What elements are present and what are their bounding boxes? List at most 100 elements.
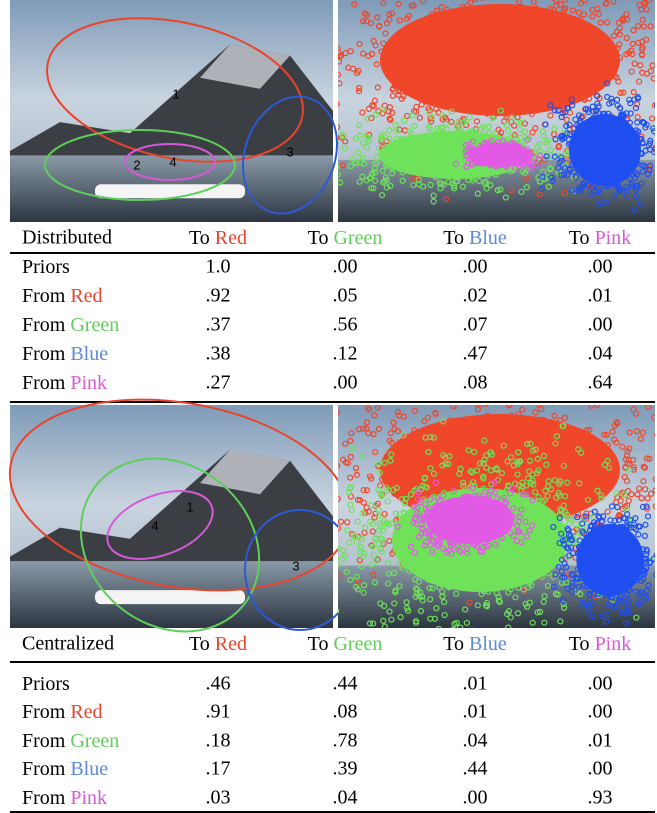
table-cell: .37	[206, 314, 231, 336]
row-word: Pink	[70, 372, 107, 394]
scatter-dot	[636, 355, 641, 360]
table-cell: .18	[206, 730, 231, 752]
scatter-dot	[584, 395, 589, 400]
column-header: ToRed	[189, 633, 247, 655]
header-prefix: To	[569, 227, 590, 249]
scatter-dot	[546, 354, 551, 359]
scatter-dot	[398, 650, 403, 655]
scatter-dot	[621, 347, 626, 352]
scatter-dot	[490, 360, 495, 365]
table-cell: .46	[206, 673, 231, 695]
table-cell: .04	[333, 787, 358, 809]
scatter-dot	[450, 383, 455, 388]
ellipse-label: 4	[151, 518, 158, 533]
scatter-dot	[367, 380, 372, 385]
scatter-dot	[422, 643, 427, 648]
header-word: Green	[333, 633, 382, 655]
row-word: Pink	[70, 787, 107, 809]
table-cell: 1.0	[206, 256, 231, 278]
scatter-dot	[415, 629, 420, 634]
column-header: ToBlue	[443, 633, 507, 655]
row-name: Priors	[22, 673, 70, 695]
table-cell: .00	[333, 372, 358, 394]
scatter-dot	[334, 556, 339, 561]
scatter-dot	[432, 638, 437, 643]
table-cell: .07	[463, 314, 488, 336]
scatter-dot	[513, 390, 518, 395]
scatter-dot	[555, 384, 560, 389]
table-cell: .64	[588, 372, 613, 394]
scatter-dot	[562, 371, 567, 376]
row-prefix: From	[22, 314, 66, 336]
table-cell: .93	[588, 787, 613, 809]
scatter-dot	[517, 388, 522, 393]
scatter-dot	[490, 363, 495, 368]
row-word: Green	[70, 730, 119, 752]
row-label: FromGreen	[22, 730, 119, 752]
scatter-dot	[304, 387, 309, 392]
table-cell: .01	[463, 701, 488, 723]
row-label: FromRed	[22, 285, 103, 307]
row-prefix: From	[22, 701, 66, 723]
table-cell: .00	[463, 256, 488, 278]
scatter-dot	[369, 392, 374, 397]
scatter-dot	[516, 642, 521, 647]
column-header: ToBlue	[443, 227, 507, 249]
table-cell: .08	[333, 701, 358, 723]
header-word: Pink	[595, 227, 632, 249]
ellipse-label: 3	[286, 144, 293, 159]
scatter-dot	[653, 504, 657, 509]
row-label: Priors	[22, 256, 70, 278]
row-prefix: From	[22, 372, 66, 394]
header-prefix: To	[443, 633, 464, 655]
scatter-dot	[240, 380, 245, 385]
scatter-dot	[653, 477, 657, 482]
scatter-dot	[582, 337, 587, 342]
scatter-dot	[302, 379, 307, 384]
row-label: FromRed	[22, 701, 103, 723]
ellipse-label: 1	[186, 499, 193, 514]
panel: 1243DistributedToRedToGreenToBlueToPinkP…	[10, 0, 657, 402]
row-prefix: From	[22, 343, 66, 365]
panel: 143CentralizedToRedToGreenToBlueToPinkPr…	[0, 337, 657, 812]
ellipse-label: 2	[133, 157, 140, 172]
table-cell: .00	[588, 314, 613, 336]
row-word: Red	[70, 701, 102, 723]
header-prefix: To	[189, 633, 210, 655]
header-word: Red	[215, 633, 247, 655]
scatter-dot	[316, 392, 321, 397]
row-name: Priors	[22, 256, 70, 278]
scatter-dot	[569, 369, 574, 374]
table-cell: .00	[333, 256, 358, 278]
table-cell: .56	[333, 314, 358, 336]
scatter-dot	[654, 572, 657, 577]
header-word: Blue	[469, 227, 507, 249]
subtitle-bar	[95, 184, 245, 198]
scatter-dot	[653, 357, 657, 362]
scatter-dot	[591, 396, 596, 401]
column-header: ToGreen	[308, 227, 383, 249]
table-cell: .92	[206, 285, 231, 307]
scatter-dot	[431, 356, 436, 361]
scatter-dot	[525, 635, 530, 640]
column-header: ToRed	[189, 227, 247, 249]
scatter-dot	[342, 394, 347, 399]
header-word: Blue	[469, 633, 507, 655]
table-corner: Distributed	[22, 227, 112, 249]
table-corner: Centralized	[22, 633, 114, 655]
row-prefix: From	[22, 285, 66, 307]
scatter-dot	[304, 396, 309, 401]
row-label: FromBlue	[22, 343, 108, 365]
column-header: ToPink	[569, 227, 632, 249]
scatter-dot	[332, 562, 337, 567]
table-cell: .02	[463, 285, 488, 307]
table-cell: .78	[333, 730, 358, 752]
header-word: Green	[333, 227, 382, 249]
scatter-dot	[420, 387, 425, 392]
header-word: Red	[215, 227, 247, 249]
table-cell: .08	[463, 372, 488, 394]
table-cell: .12	[333, 343, 358, 365]
header-prefix: To	[443, 227, 464, 249]
row-label: FromPink	[22, 787, 107, 809]
scatter-dot	[546, 375, 551, 380]
